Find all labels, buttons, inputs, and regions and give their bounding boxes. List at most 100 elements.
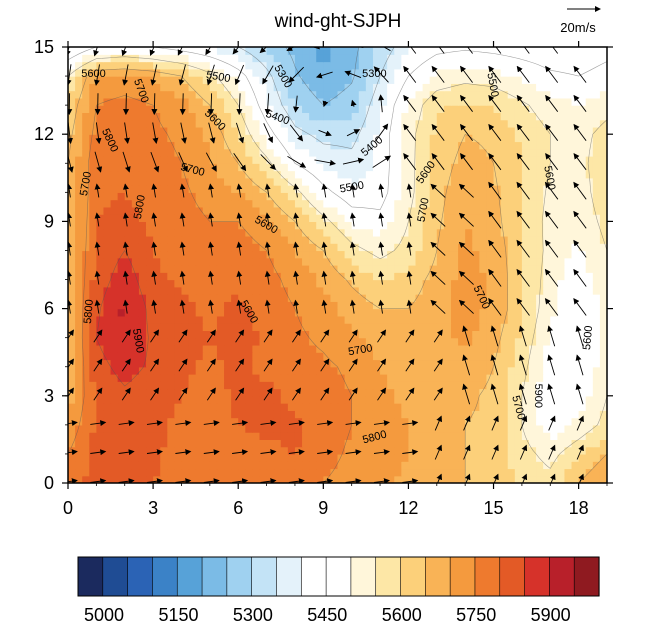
field-cell (472, 395, 480, 404)
field-cell (252, 141, 261, 150)
field-cell (316, 468, 324, 477)
field-cell (287, 192, 296, 201)
field-cell (103, 286, 112, 295)
wind-vector (264, 241, 271, 256)
field-cell (415, 374, 424, 382)
wind-vector (233, 153, 247, 172)
field-cell (75, 185, 83, 193)
field-cell (429, 54, 438, 63)
field-cell (124, 337, 133, 346)
field-cell (231, 366, 239, 375)
wind-vector (205, 47, 212, 56)
field-cell (422, 206, 431, 215)
field-cell (302, 308, 310, 317)
wind-vector (488, 297, 502, 316)
field-cell (571, 417, 580, 426)
field-cell (401, 424, 410, 433)
field-cell (68, 439, 76, 448)
field-cell (578, 286, 587, 295)
wind-vector (232, 47, 240, 55)
field-cell (550, 76, 558, 84)
wind-vector (495, 47, 502, 54)
field-cell (167, 301, 175, 310)
field-cell (585, 417, 594, 426)
wind-vector (203, 449, 220, 456)
field-cell (174, 439, 183, 448)
field-cell (252, 126, 261, 135)
field-cell (592, 250, 601, 259)
wind-vector (573, 65, 587, 83)
field-cell (372, 439, 381, 448)
wind-vector (317, 449, 334, 456)
field-cell (450, 286, 459, 295)
field-cell (493, 170, 502, 179)
field-cell (103, 105, 112, 113)
field-cell (514, 257, 523, 266)
field-cell (138, 366, 147, 375)
wind-vector (321, 212, 328, 227)
field-cell (82, 424, 90, 433)
field-cell (266, 424, 275, 433)
field-cell (458, 90, 466, 99)
field-cell (259, 199, 268, 208)
field-cell (578, 68, 587, 77)
wind-vector (68, 329, 74, 340)
field-cell (323, 352, 332, 361)
field-cell (394, 374, 402, 382)
field-cell (422, 156, 431, 164)
field-cell (82, 468, 90, 477)
field-cell (337, 403, 346, 411)
field-cell (287, 294, 296, 302)
field-cell (401, 381, 410, 390)
field-cell (75, 337, 83, 346)
field-cell (245, 417, 253, 426)
field-cell (160, 61, 168, 70)
field-cell (507, 214, 516, 222)
field-cell (280, 206, 289, 215)
field-cell (401, 374, 410, 382)
field-cell (75, 395, 83, 404)
field-cell (103, 432, 112, 440)
field-cell (387, 446, 395, 455)
field-cell (486, 424, 495, 433)
field-cell (521, 126, 530, 135)
field-cell (287, 148, 296, 157)
field-cell (224, 461, 232, 470)
field-cell (465, 170, 473, 179)
field-cell (252, 221, 261, 230)
wind-vector (464, 473, 471, 483)
wind-vector (406, 299, 413, 314)
field-cell (131, 453, 140, 462)
field-cell (202, 243, 211, 252)
field-cell (365, 47, 374, 55)
field-cell (543, 83, 551, 92)
field-cell (394, 235, 402, 244)
field-cell (344, 126, 353, 135)
wind-vector (177, 47, 184, 56)
field-cell (592, 453, 601, 462)
field-cell (365, 294, 374, 302)
field-cell (202, 468, 211, 477)
field-cell (124, 417, 133, 426)
field-cell (174, 424, 183, 433)
field-cell (486, 337, 495, 346)
field-cell (358, 344, 367, 353)
field-cell (599, 475, 607, 483)
field-cell (472, 279, 480, 288)
field-cell (103, 294, 112, 302)
field-cell (536, 97, 544, 106)
field-cell (68, 54, 76, 63)
field-cell (557, 83, 566, 92)
field-cell (103, 112, 112, 121)
wind-vector (378, 212, 385, 227)
field-cell (323, 76, 332, 84)
wind-vector (68, 154, 74, 173)
field-cell (138, 68, 147, 77)
field-cell (96, 90, 105, 99)
field-cell (528, 388, 537, 397)
field-cell (550, 206, 558, 215)
field-cell (124, 257, 133, 266)
wind-vector (179, 299, 186, 314)
field-cell (131, 90, 140, 99)
field-cell (167, 453, 175, 462)
